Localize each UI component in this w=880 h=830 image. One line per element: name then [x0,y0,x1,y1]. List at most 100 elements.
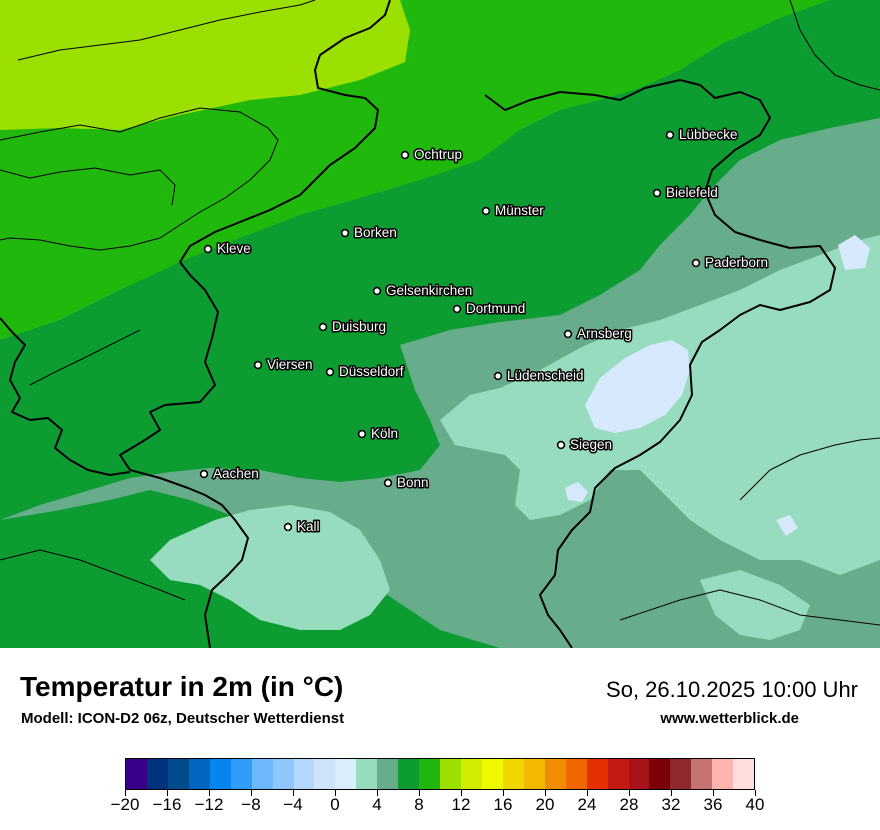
legend-swatch [440,759,461,789]
city-label-ochtrup: Ochtrup [414,147,462,162]
city-label-paderborn: Paderborn [705,255,768,270]
city-marker-muenster [481,206,491,216]
legend-swatch [293,759,315,789]
legend-swatch [209,759,231,789]
city-marker-aachen [199,469,209,479]
city-label-koeln: Köln [371,426,398,441]
legend-swatch [481,759,503,789]
legend-swatch [733,759,755,789]
city-label-muenster: Münster [495,203,544,218]
city-marker-arnsberg [563,329,573,339]
temperature-map: Lübbecke Ochtrup Bielefeld Münster Borken Kle… [0,0,880,648]
city-label-gelsenkirchen: Gelsenkirchen [386,283,472,298]
city-label-dortmund: Dortmund [466,301,525,316]
temperature-field-0-2 [776,515,798,536]
legend-swatch [461,759,482,789]
legend-tick [629,790,630,796]
map-title: Temperatur in 2m (in °C) [20,671,344,702]
city-marker-koeln [357,429,367,439]
city-label-luebbecke: Lübbecke [679,127,738,142]
legend-swatch [670,759,692,789]
legend-label: −4 [283,795,303,814]
city-label-duisburg: Duisburg [332,319,386,334]
temperature-field-10-12 [0,0,410,130]
temperature-field-0-2 [565,482,588,502]
legend-tick [713,790,714,796]
legend-swatch [691,759,713,789]
legend-swatch [251,759,273,789]
legend-swatch [502,759,524,789]
legend-label: 4 [372,795,382,814]
legend-label: 24 [577,795,597,814]
legend-tick [461,790,462,796]
city-marker-gelsenkirchen [372,286,382,296]
city-marker-dortmund [452,304,462,314]
color-legend [125,758,755,790]
legend-tick [545,790,546,796]
legend-tick [335,790,336,796]
city-label-kall: Kall [297,519,320,534]
legend-label: 20 [535,795,555,814]
city-marker-bonn [383,478,393,488]
city-marker-ochtrup [400,150,410,160]
legend-swatch [377,759,399,789]
city-marker-duesseldorf [325,367,335,377]
legend-tick [209,790,210,796]
legend-swatch [188,759,210,789]
city-marker-borken [340,228,350,238]
legend-swatch [565,759,587,789]
legend-tick [251,790,252,796]
legend-label: 32 [661,795,681,814]
city-label-aachen: Aachen [213,466,259,481]
legend-tick [167,790,168,796]
legend-label: −16 [152,795,182,814]
city-marker-viersen [253,360,263,370]
temperature-field-0-2 [838,235,870,270]
legend-swatch [230,759,252,789]
city-marker-kleve [203,244,213,254]
legend-swatch [398,759,420,789]
legend-swatch [167,759,189,789]
legend-tick [671,790,672,796]
legend-label: 12 [451,795,471,814]
legend-swatch [335,759,357,789]
city-label-bielefeld: Bielefeld [666,185,718,200]
legend-label: 36 [703,795,723,814]
legend-label: −12 [194,795,224,814]
temperature-field-0-2 [585,340,690,433]
city-label-viersen: Viersen [267,357,313,372]
legend-swatch [419,759,441,789]
legend-label: −20 [110,795,140,814]
legend-swatch [314,759,336,789]
city-label-kleve: Kleve [217,241,251,256]
city-label-borken: Borken [354,225,397,240]
legend-tick [125,790,126,796]
temperature-field-2-4 [150,505,390,630]
city-label-siegen: Siegen [570,437,612,452]
legend-swatch [272,759,294,789]
legend-swatch [523,759,545,789]
city-markers: Lübbecke Ochtrup Bielefeld Münster Borken Kle… [199,126,770,536]
administrative-borders [0,0,880,648]
city-label-bonn: Bonn [397,475,429,490]
legend-swatch [544,759,566,789]
legend-tick [377,790,378,796]
legend-swatch [628,759,650,789]
city-marker-luedenscheid [493,371,503,381]
legend-swatch [586,759,608,789]
legend-swatch [146,759,168,789]
legend-ticks [125,790,756,798]
legend-label: 0 [330,795,340,814]
model-info: Modell: ICON-D2 06z, Deutscher Wetterdie… [21,710,345,727]
legend-label: 8 [414,795,424,814]
city-label-duesseldorf: Düsseldorf [339,364,404,379]
legend-label: 16 [493,795,513,814]
city-marker-siegen [556,440,566,450]
city-marker-paderborn [691,258,701,268]
temperature-field-4-6 [0,118,880,648]
legend-tick [587,790,588,796]
website-link[interactable]: www.wetterblick.de [660,710,799,727]
legend-swatch [126,759,147,789]
city-label-arnsberg: Arnsberg [577,326,632,341]
legend-swatch [649,759,671,789]
